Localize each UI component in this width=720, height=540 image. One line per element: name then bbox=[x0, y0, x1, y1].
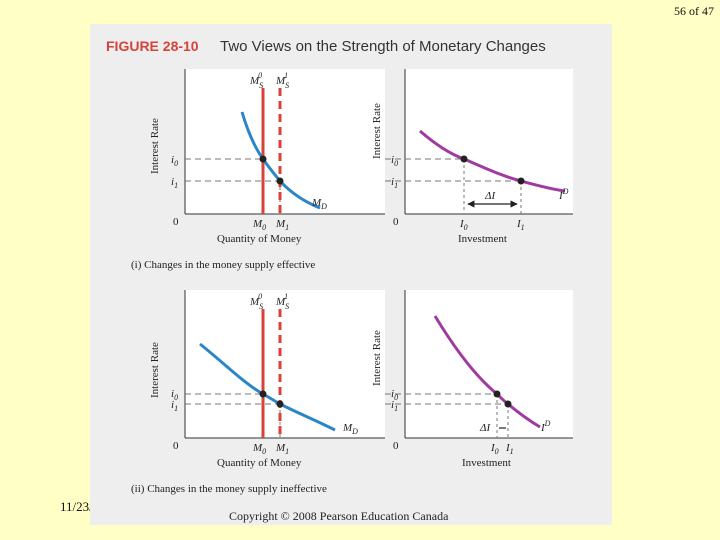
ms1-label: MS1 bbox=[275, 71, 289, 90]
caption-top: (i) Changes in the money supply effectiv… bbox=[131, 259, 315, 271]
y-axis-title: Interest Rate bbox=[371, 103, 383, 159]
i0-label: i0 bbox=[391, 388, 398, 402]
equilibrium-point-1 bbox=[276, 177, 284, 185]
figure-title-number: FIGURE 28-10 bbox=[106, 38, 199, 54]
y-axis-title: Interest Rate bbox=[371, 330, 383, 386]
x-axis-title: Investment bbox=[462, 457, 511, 469]
plot-area bbox=[185, 69, 385, 214]
m0-label: M0 bbox=[252, 442, 266, 456]
id-label: ID bbox=[540, 419, 551, 434]
md-label: MD bbox=[311, 197, 327, 211]
md-label: MD bbox=[342, 422, 358, 436]
money-demand-curve bbox=[199, 342, 336, 432]
i1-label: i1 bbox=[391, 399, 398, 413]
x-axis-title: Quantity of Money bbox=[217, 457, 302, 469]
m1-label: M1 bbox=[275, 442, 289, 456]
i1-label: i1 bbox=[171, 399, 178, 413]
origin-label: 0 bbox=[173, 216, 179, 228]
slide-counter: 56 of 47 bbox=[674, 4, 714, 18]
ms0-label: MS0 bbox=[249, 71, 263, 90]
plot-area bbox=[405, 290, 573, 438]
x-axis-title: Quantity of Money bbox=[217, 233, 302, 245]
money-market-chart-bottom: MS0 MS1 i0 i1 0 M0 M1 MD Quantity of Mon… bbox=[149, 290, 385, 469]
investment-point-0 bbox=[493, 390, 501, 398]
y-axis-title: Interest Rate bbox=[149, 342, 161, 398]
i0-label: i0 bbox=[391, 154, 398, 168]
money-demand-curve bbox=[240, 111, 321, 210]
i1-label: i1 bbox=[391, 176, 398, 190]
investment-chart-top: ΔI i0 i1 0 I0 I1 ID Investment Interest … bbox=[371, 69, 573, 245]
investment-demand-curve bbox=[419, 129, 566, 193]
plot-area bbox=[185, 290, 385, 438]
i0-label: i0 bbox=[171, 154, 178, 168]
equilibrium-point-0 bbox=[259, 155, 267, 163]
investment-point-0 bbox=[460, 155, 468, 163]
m0-label: M0 bbox=[252, 218, 266, 232]
figure-svg: FIGURE 28-10 Two Views on the Strength o… bbox=[106, 38, 573, 523]
investment-point-1 bbox=[517, 177, 525, 185]
m1-label: M1 bbox=[275, 218, 289, 232]
ms0-label: MS0 bbox=[249, 292, 263, 311]
figure-panel: FIGURE 28-10 Two Views on the Strength o… bbox=[90, 24, 612, 525]
i1-label: i1 bbox=[171, 176, 178, 190]
caption-bottom: (ii) Changes in the money supply ineffec… bbox=[131, 483, 327, 495]
inv0-label: I0 bbox=[459, 218, 468, 232]
id-label: ID bbox=[558, 187, 569, 202]
x-axis-title: Investment bbox=[458, 233, 507, 245]
equilibrium-point-1 bbox=[276, 400, 284, 408]
investment-chart-bottom: ΔI i0 i1 0 I0 I1 ID Investment Interest … bbox=[371, 290, 573, 469]
delta-i-label: ΔI bbox=[484, 190, 496, 202]
investment-point-1 bbox=[504, 400, 512, 408]
y-axis-title: Interest Rate bbox=[149, 118, 161, 174]
delta-i-label: ΔI bbox=[479, 422, 491, 434]
ms1-label: MS1 bbox=[275, 292, 289, 311]
i0-label: i0 bbox=[171, 388, 178, 402]
origin-label: 0 bbox=[173, 440, 179, 452]
copyright-text: Copyright © 2008 Pearson Education Canad… bbox=[229, 509, 449, 523]
money-market-chart-top: MS0 MS1 i0 i1 0 M0 M1 MD Quantity of Mon… bbox=[149, 69, 385, 245]
equilibrium-point-0 bbox=[259, 390, 267, 398]
origin-label: 0 bbox=[393, 216, 399, 228]
inv0-label: I0 bbox=[490, 442, 499, 456]
origin-label: 0 bbox=[393, 440, 399, 452]
figure-title-text: Two Views on the Strength of Monetary Ch… bbox=[220, 38, 546, 55]
inv1-label: I1 bbox=[505, 442, 514, 456]
inv1-label: I1 bbox=[516, 218, 525, 232]
investment-demand-curve bbox=[433, 315, 541, 429]
